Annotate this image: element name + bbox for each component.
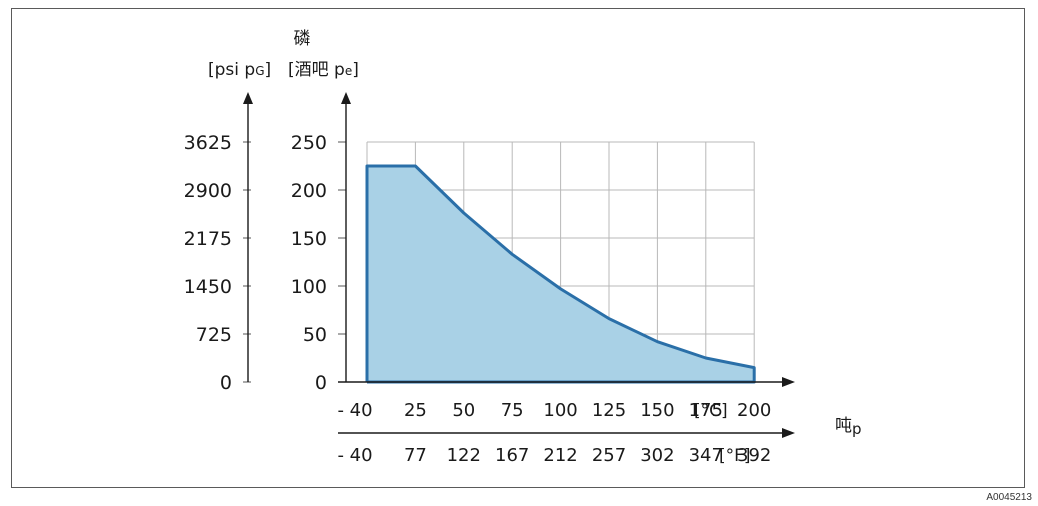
x-fahrenheit-tick-label: 302	[640, 445, 674, 466]
x-celsius-tick-label: 150	[640, 400, 674, 421]
y-right-unit: [酒吧 pe]	[288, 60, 359, 80]
x-fahrenheit-tick-label: 167	[495, 445, 529, 466]
y-psi-tick-label: 2900	[184, 180, 232, 202]
x-celsius-tick-label: 100	[543, 400, 577, 421]
y-psi-tick-label: 0	[220, 372, 232, 394]
x-fahrenheit-tick-label: 77	[404, 445, 427, 466]
x-celsius-tick-label: 75	[501, 400, 524, 421]
x-top-unit: [°C]	[694, 401, 728, 421]
y-bar-tick-label: 50	[303, 324, 327, 346]
y-psi-tick-label: 3625	[184, 132, 232, 154]
x-axis-celsius-arrow	[782, 377, 795, 387]
x-fahrenheit-tick-label: 347	[689, 445, 723, 466]
y-bar-tick-label: 0	[315, 372, 327, 394]
x-fahrenheit-tick-label: 122	[447, 445, 481, 466]
y-bar-tick-label: 250	[291, 132, 327, 154]
x-axis-fahrenheit-arrow	[782, 428, 795, 438]
y-psi-tick-label: 2175	[184, 228, 232, 250]
x-celsius-tick-label: 50	[452, 400, 475, 421]
x-fahrenheit-tick-label: 212	[543, 445, 577, 466]
x-celsius-tick-label: 125	[592, 400, 626, 421]
y-axis-bar-arrow	[341, 92, 351, 104]
y-bar-tick-label: 200	[291, 180, 327, 202]
x-fahrenheit-tick-label: 257	[592, 445, 626, 466]
y-axis-psi-arrow	[243, 92, 253, 104]
figure-id: A0045213	[986, 492, 1032, 503]
x-axis-title: 吨p	[835, 416, 862, 438]
y-left-unit: [psi pG]	[208, 60, 271, 80]
y-axis-title: 磷	[294, 29, 311, 49]
x-celsius-tick-label: - 40	[337, 400, 372, 421]
x-fahrenheit-tick-label: - 40	[337, 445, 372, 466]
x-bottom-unit: [°F]	[719, 446, 751, 466]
x-celsius-tick-label: 25	[404, 400, 427, 421]
y-psi-tick-label: 725	[196, 324, 232, 346]
y-bar-tick-label: 100	[291, 276, 327, 298]
y-bar-tick-label: 150	[291, 228, 327, 250]
y-psi-tick-label: 1450	[184, 276, 232, 298]
x-celsius-tick-label: 200	[737, 400, 771, 421]
